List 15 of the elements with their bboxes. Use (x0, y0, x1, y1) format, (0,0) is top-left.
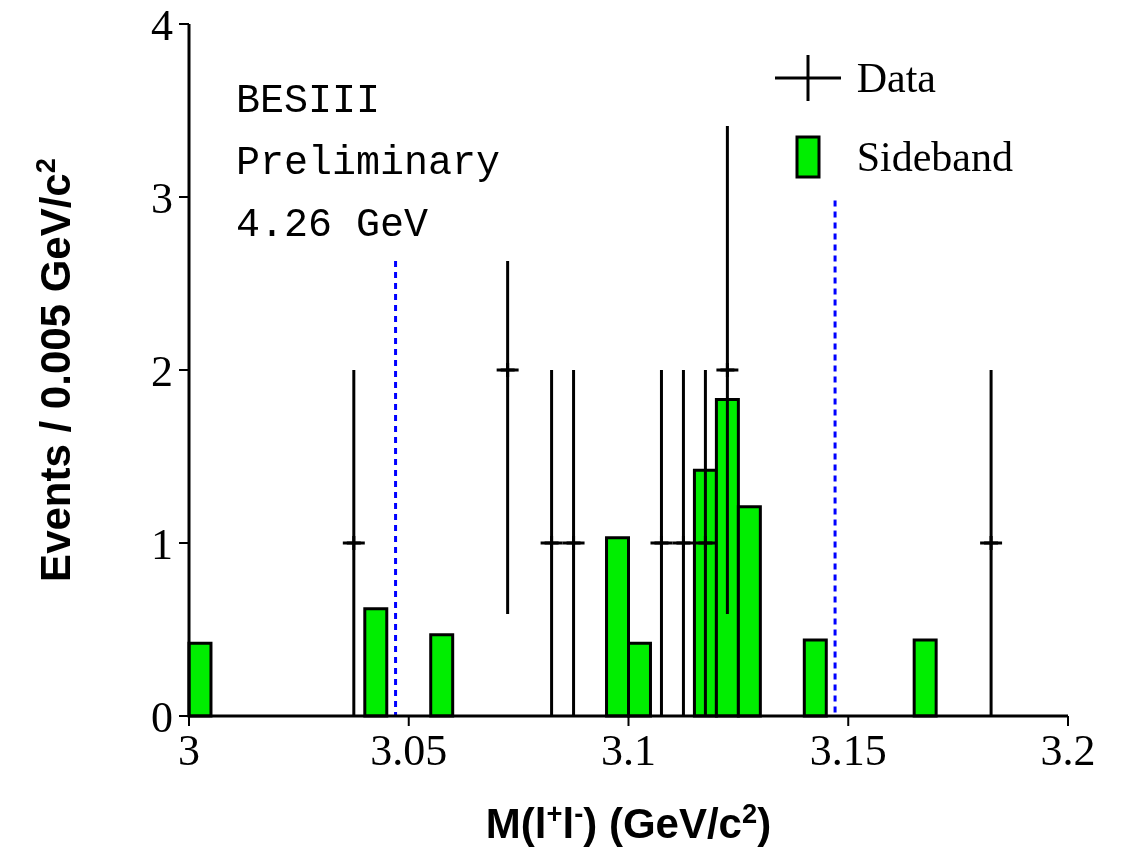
y-tick-label: 0 (151, 692, 173, 742)
x-tick-label: 3.05 (370, 726, 448, 776)
annotation: BESIII (236, 79, 381, 124)
annotation: 4.26 GeV (236, 203, 429, 248)
x-tick-label: 3.2 (1040, 726, 1096, 776)
y-tick-label: 2 (151, 346, 173, 396)
x-axis-title: M(l$^{+}$l$^{-}$) (GeV/c$^{2}$) (485, 797, 772, 847)
x-tick-label: 3.15 (809, 726, 887, 776)
legend-label: Sideband (856, 133, 1013, 181)
annotation: Preliminary (236, 141, 501, 186)
y-tick-label: 1 (151, 519, 173, 569)
y-tick-label: 4 (151, 0, 173, 50)
legend-label: Data (856, 54, 936, 102)
x-tick-label: 3.1 (601, 726, 656, 776)
y-tick-label: 3 (151, 173, 173, 223)
